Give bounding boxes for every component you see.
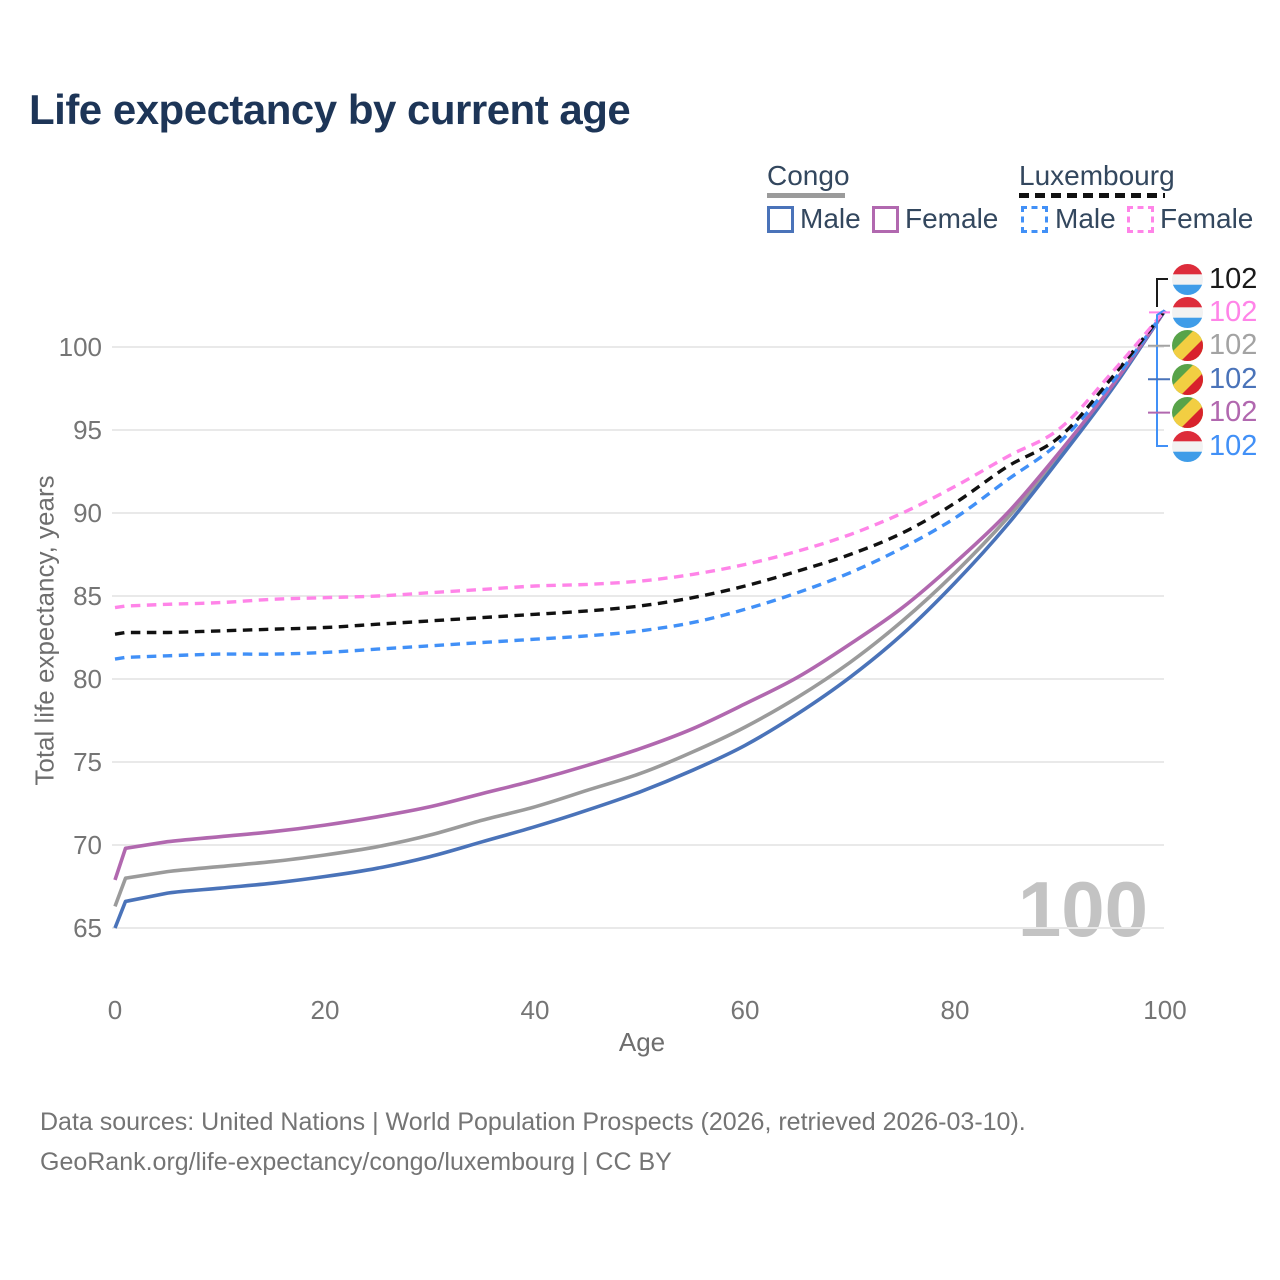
end-label-leader-line [1156,278,1168,307]
legend-congo-male-label: Male [800,203,861,234]
luxembourg-flag-icon [1172,430,1203,462]
legend-luxembourg-female-label: Female [1160,203,1254,234]
x-tick-label-80: 80 [940,995,970,1025]
end-label-congo-male: 102 [1172,363,1257,395]
end-label-value: 102 [1209,429,1258,462]
y-tick-label-90: 90 [73,498,102,528]
series-line-luxembourg [114,309,1167,636]
end-label-value: 102 [1209,329,1258,362]
legend-congo-female-label: Female [905,203,999,234]
y-tick-label-70: 70 [73,830,102,860]
end-label-luxembourg: 102 [1172,263,1257,295]
luxembourg-flag-icon [1172,263,1203,295]
congo-flag-icon [1172,397,1203,429]
x-tick-label-60: 60 [730,995,760,1025]
series-line-congo-male [113,309,1167,929]
legend-congo-female-swatch [872,206,899,233]
series-line-luxembourg-male [114,309,1167,661]
legend-luxembourg-line-swatch [1019,193,1165,198]
y-tick-label-95: 95 [73,415,102,445]
y-tick-label-75: 75 [73,747,102,777]
y-tick-label-100: 100 [58,332,102,362]
data-source-text: Data sources: United Nations | World Pop… [40,1108,1026,1136]
x-tick-label-20: 20 [310,995,340,1025]
attribution-text: GeoRank.org/life-expectancy/congo/luxemb… [40,1148,672,1176]
end-label-congo: 102 [1172,330,1257,362]
legend-luxembourg-female-swatch [1127,206,1154,233]
series-line-luxembourg-female [114,309,1167,610]
page-title: Life expectancy by current age [29,86,631,133]
luxembourg-flag-icon [1172,296,1203,328]
congo-flag-icon [1172,363,1203,395]
end-label-value: 102 [1209,262,1258,295]
legend-congo-line-swatch [767,193,845,198]
x-tick-label-0: 0 [107,995,123,1025]
x-axis-title: Age [618,1027,666,1057]
end-label-leader-line [1156,310,1168,447]
legend-luxembourg-male-swatch [1021,206,1048,233]
legend-congo-title: Congo [767,160,850,191]
x-tick-label-100: 100 [1143,995,1187,1025]
end-label-luxembourg-male: 102 [1172,430,1257,462]
legend-luxembourg-male-label: Male [1055,203,1116,234]
x-tick-label-40: 40 [520,995,550,1025]
y-tick-label-80: 80 [73,664,102,694]
end-label-value: 102 [1209,295,1258,328]
legend-congo-male-swatch [767,206,794,233]
y-tick-label-85: 85 [73,581,102,611]
end-label-value: 102 [1209,396,1258,429]
end-label-value: 102 [1209,362,1258,395]
end-label-luxembourg-female: 102 [1172,296,1257,328]
series-line-congo-female [113,309,1167,881]
congo-flag-icon [1172,330,1203,362]
watermark-age-readout: 100 [1017,865,1148,953]
y-tick-label-65: 65 [73,913,102,943]
legend-luxembourg-title: Luxembourg [1019,160,1175,191]
series-line-congo [113,309,1167,908]
end-label-congo-female: 102 [1172,397,1257,429]
